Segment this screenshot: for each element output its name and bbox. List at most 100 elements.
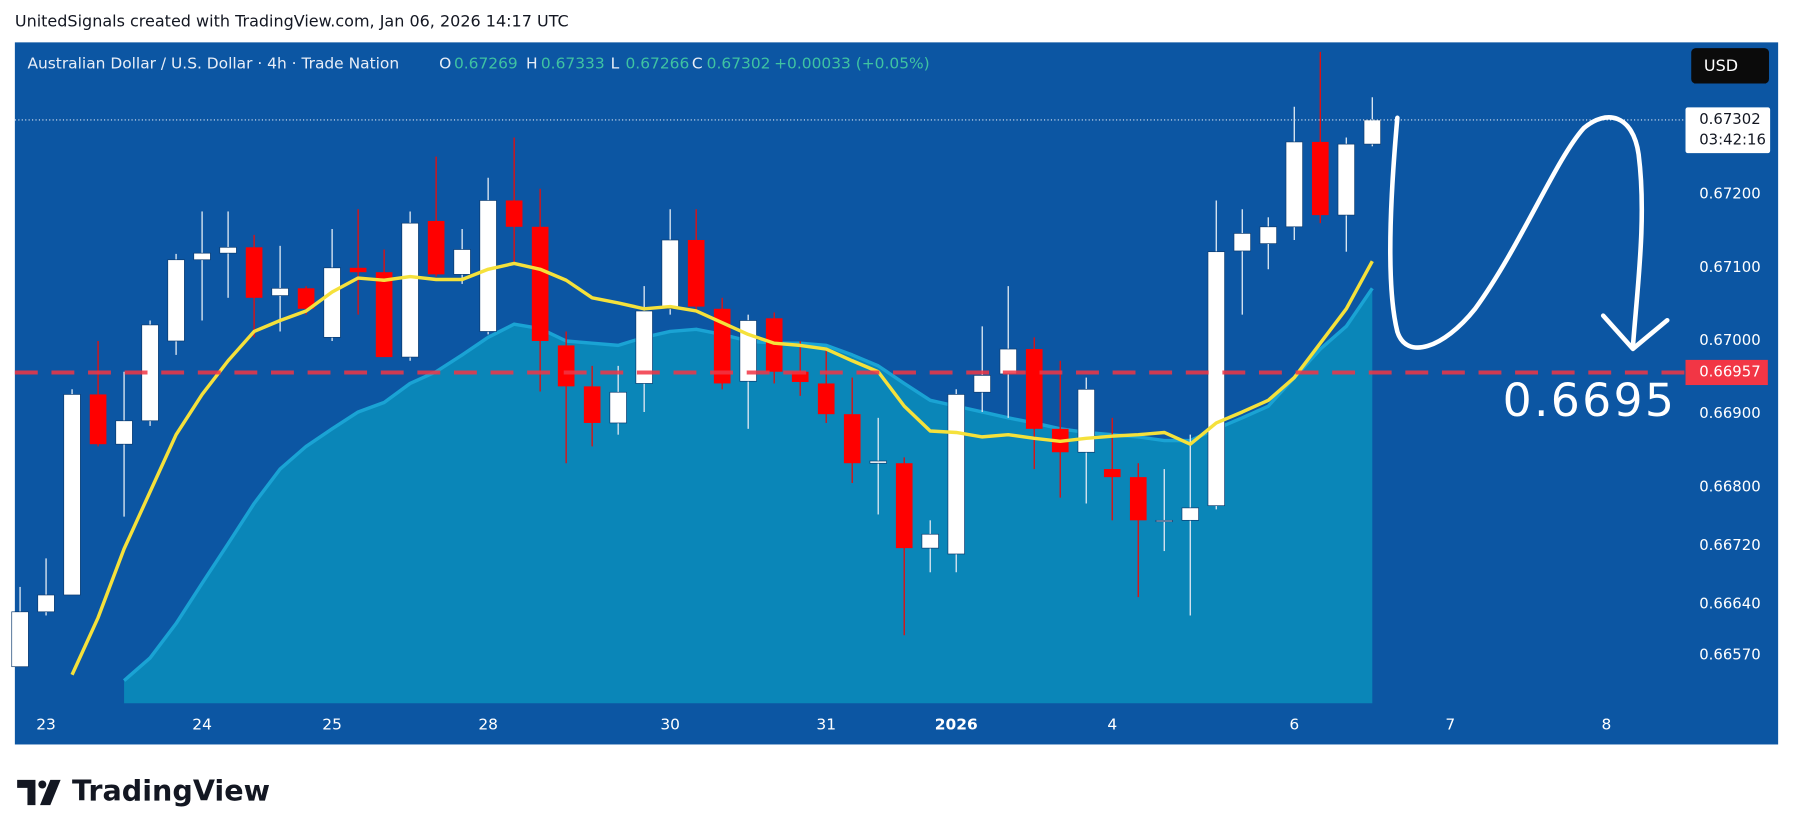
candle-body	[297, 288, 315, 309]
y-tick-label: 0.66720	[1699, 536, 1760, 554]
x-tick-label: 30	[660, 716, 680, 734]
candle-body	[219, 246, 237, 254]
candle-body	[89, 394, 107, 445]
x-tick-label: 23	[36, 716, 56, 734]
candle-body	[37, 594, 55, 613]
x-tick-label: 28	[478, 716, 498, 734]
candle-body	[1207, 251, 1225, 507]
currency-button[interactable]	[1691, 48, 1769, 84]
candle-body	[505, 200, 523, 227]
candle-body	[1129, 477, 1147, 521]
candle-body	[583, 386, 601, 423]
currency-label: USD	[1704, 56, 1738, 75]
candle-body	[765, 318, 783, 372]
chart-title: Australian Dollar / U.S. Dollar · 4h · T…	[27, 55, 399, 73]
x-tick-label: 24	[192, 716, 212, 734]
candle-body	[635, 310, 653, 384]
level-label-box	[1685, 359, 1768, 386]
logo-mark	[17, 779, 36, 806]
hand-drawn-arrow	[1388, 115, 1670, 352]
candle-body	[687, 239, 705, 307]
candle-body	[609, 391, 627, 424]
candle-body	[1077, 388, 1095, 453]
candle-body	[453, 249, 471, 275]
candle-body	[1363, 119, 1381, 145]
y-tick-label: 0.67000	[1699, 331, 1760, 349]
ma-line	[70, 260, 1374, 676]
candle-body	[1259, 226, 1277, 244]
candle-body	[1155, 519, 1173, 523]
candle-body	[479, 200, 497, 332]
logo-mark	[40, 779, 61, 806]
y-tick-label: 0.66900	[1699, 404, 1760, 422]
candle-body	[921, 533, 939, 549]
candle-body	[843, 414, 861, 464]
legend-value: 0.67269	[454, 55, 518, 73]
candle-body	[999, 348, 1017, 375]
candle-body	[375, 272, 393, 358]
legend-value: 0.67333	[541, 55, 605, 73]
legend-value: 0.67302	[707, 55, 771, 73]
candle-body	[349, 267, 367, 273]
candle-body	[271, 287, 289, 296]
legend-key: C	[692, 55, 703, 73]
candle-body	[115, 420, 133, 445]
plot-area: 0.67200 0.67100 0.67000 0.66900 0.66800 0.667…	[11, 51, 1771, 734]
candle-body	[817, 383, 835, 415]
candle-body	[895, 463, 913, 549]
y-tick-label: 0.67200	[1699, 185, 1760, 203]
attribution: UnitedSignals created with TradingView.c…	[15, 11, 569, 30]
candle-body	[1233, 233, 1251, 252]
countdown-label: 03:42:16	[1699, 131, 1766, 149]
x-tick-label: 2026	[935, 716, 978, 734]
y-tick-label: 0.66570	[1699, 646, 1760, 664]
ohlc-legend: O 0.67269 H 0.67333 L 0.67266 C 0.67302 +0.00033…	[439, 55, 930, 73]
level-label: 0.66957	[1699, 362, 1760, 380]
candle-body	[1337, 143, 1355, 216]
y-tick-label: 0.67100	[1699, 258, 1760, 276]
logo-mark	[38, 780, 47, 789]
brand-logo: TradingView	[17, 773, 270, 807]
y-tick-label: 0.66640	[1699, 594, 1760, 612]
candle-body	[531, 226, 549, 341]
candle-body	[947, 394, 965, 555]
x-tick-label: 7	[1445, 716, 1455, 734]
legend-value: 0.67266	[625, 55, 689, 73]
candle-body	[1103, 469, 1121, 478]
y-tick-label: 0.66800	[1699, 477, 1760, 495]
x-tick-label: 4	[1107, 716, 1117, 734]
candle-body	[661, 239, 679, 310]
x-tick-label: 25	[322, 716, 342, 734]
candle-body	[1181, 507, 1199, 521]
last-price-box	[1685, 107, 1771, 154]
legend-key: H	[526, 55, 538, 73]
legend-key: O	[439, 55, 451, 73]
candle-body	[11, 611, 29, 668]
candle-body	[557, 345, 575, 387]
candle-body	[713, 308, 731, 384]
candle-body	[869, 460, 887, 464]
candle-body	[427, 220, 445, 275]
candle-body	[1025, 349, 1043, 429]
candle-body	[401, 222, 419, 358]
x-tick-label: 8	[1601, 716, 1611, 734]
candle-body	[167, 259, 185, 342]
legend-key: L	[611, 55, 620, 73]
x-tick-label: 31	[816, 716, 836, 734]
candle-body	[1285, 141, 1303, 228]
last-price-label: 0.67302	[1699, 110, 1760, 128]
price-annotation: 0.6695	[1503, 374, 1677, 427]
legend-change: +0.00033 (+0.05%)	[774, 55, 930, 73]
candle-body	[1311, 141, 1329, 216]
candle-body	[791, 371, 809, 382]
candle-body	[245, 247, 263, 298]
candle-body	[63, 394, 81, 596]
x-tick-label: 6	[1289, 716, 1299, 734]
candle-body	[973, 375, 991, 393]
candle-body	[193, 252, 211, 261]
brand-name: TradingView	[72, 773, 270, 807]
candle-body	[323, 267, 341, 338]
ma-area	[124, 288, 1373, 704]
